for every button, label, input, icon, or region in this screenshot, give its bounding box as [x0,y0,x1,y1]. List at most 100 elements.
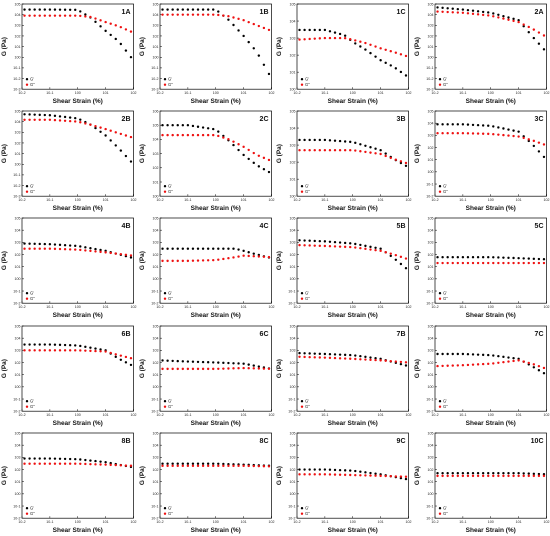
y-tick-label: 103 [152,455,158,459]
data-point [191,134,194,137]
data-point [226,138,230,141]
series-loss-modulus [160,366,270,370]
x-tick-label: 101 [103,413,109,417]
data-point [211,462,214,465]
y-tick-label: 105 [152,124,158,128]
data-point [48,118,52,122]
data-point [328,245,332,248]
data-point [349,242,352,245]
data-point [374,246,377,250]
data-point [328,149,332,152]
data-point [63,248,67,251]
data-point [323,36,327,40]
data-point [94,250,97,253]
data-point [262,26,265,30]
data-point [33,462,36,465]
data-point [221,367,225,370]
data-point [399,475,403,478]
x-tick-label: 10-1 [459,306,466,310]
data-point [114,24,117,27]
y-tick-label: 104 [427,443,433,447]
data-point [257,255,260,259]
data-point [298,38,301,41]
data-point [191,360,194,363]
data-point [435,132,439,135]
data-point [404,267,408,270]
data-point [343,140,347,143]
data-point [333,245,337,249]
y-axis-label: G (Pa) [276,466,283,485]
series-loss-modulus [23,462,133,467]
y-tick-label: 100 [427,492,433,496]
legend-marker [300,185,304,188]
data-point [384,474,387,478]
data-point [354,42,357,45]
legend-marker [25,292,29,295]
data-point [486,124,489,128]
x-axis-label: Shear Strain (%) [328,420,378,427]
legend-label: G' [443,184,447,189]
data-point [506,471,510,475]
x-tick-label: 10-1 [46,520,53,524]
legend-label: G'' [168,82,173,87]
data-point [527,257,530,261]
data-point [221,462,225,465]
data-point [318,149,322,152]
data-point [262,63,265,66]
data-point [333,468,337,471]
data-point [476,10,479,13]
data-point [221,361,225,364]
y-tick-label: 103 [427,455,433,459]
data-point [461,11,464,14]
data-point [435,123,439,126]
y-tick-label: 10-2 [151,302,158,306]
data-point [354,141,357,145]
x-tick-label: 10-2 [156,306,163,310]
y-tick-label: 102 [427,253,433,257]
x-tick-label: 101 [515,306,521,310]
x-tick-label: 10-1 [46,306,53,310]
data-point [165,134,169,137]
data-point [74,8,77,12]
data-point [114,463,117,467]
data-point [364,357,367,361]
y-tick-label: 102 [152,34,158,38]
y-tick-label: 103 [290,455,296,459]
legend-label: G'' [168,296,173,301]
legend-label: G' [305,184,309,189]
y-tick-label: 105 [152,217,158,221]
x-tick-label: 10-1 [459,520,466,524]
data-point [451,262,454,265]
data-point [451,471,454,475]
data-point [399,160,403,163]
data-point [196,367,199,370]
y-tick-label: 105 [15,431,21,435]
data-point [501,360,505,363]
data-point [511,17,515,21]
plot-frame [159,218,272,304]
data-point [211,128,214,131]
data-point [33,113,36,117]
x-tick-label: 10-2 [18,413,25,417]
data-point [33,14,36,17]
legend-label: G'' [30,404,35,409]
data-point [28,457,31,460]
x-tick-label: 10-2 [156,520,163,524]
y-tick-label: 102 [290,360,296,364]
series-storage-modulus [435,123,545,159]
y-tick-label: 10-1 [288,290,295,294]
data-point [354,39,357,42]
data-point [262,255,265,259]
data-point [99,25,102,28]
data-point [246,255,250,258]
y-tick-label: 105 [15,2,21,6]
data-point [84,122,87,125]
x-tick-label: 10-2 [431,520,438,524]
data-point [516,20,520,24]
y-tick-label: 105 [427,109,433,113]
x-tick-label: 10-2 [293,198,300,202]
y-tick-label: 101 [15,152,21,156]
data-point [537,474,540,477]
data-point [445,352,449,355]
data-point [84,246,87,249]
